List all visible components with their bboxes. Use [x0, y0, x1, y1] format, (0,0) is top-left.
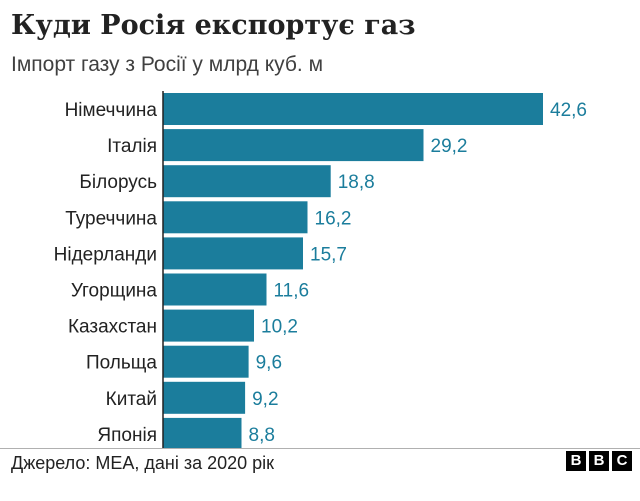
bbc-logo-letter-2: B: [589, 451, 609, 471]
footer-divider: [0, 448, 640, 449]
bar-2: [163, 129, 424, 162]
bar-7: [163, 309, 254, 342]
bar-10: [163, 417, 242, 448]
bar-6: [163, 273, 267, 306]
bar-3: [163, 165, 331, 198]
value-label-1: 42,6: [550, 100, 587, 121]
value-label-3: 18,8: [338, 172, 375, 193]
bbc-logo-letter-3: C: [612, 451, 632, 471]
chart-title: Куди Росія експортує газ: [11, 10, 416, 41]
bar-5: [163, 237, 303, 270]
value-label-9: 9,2: [252, 389, 278, 410]
bbc-logo: B B C: [566, 451, 632, 474]
bar-9: [163, 381, 246, 414]
bar-4: [163, 201, 308, 234]
category-label-8: Польща: [86, 353, 157, 374]
value-label-4: 16,2: [315, 208, 352, 229]
bar-8: [163, 345, 249, 378]
value-label-7: 10,2: [261, 317, 298, 338]
category-label-4: Туреччина: [65, 208, 157, 229]
category-label-6: Угорщина: [71, 281, 158, 302]
category-label-2: Італія: [107, 136, 157, 157]
value-label-6: 11,6: [274, 281, 310, 302]
chart-subtitle: Імпорт газу з Росії у млрд куб. м: [11, 53, 324, 76]
value-label-8: 9,6: [256, 353, 282, 374]
category-label-7: Казахстан: [68, 317, 157, 338]
category-label-5: Нідерланди: [54, 244, 157, 265]
value-label-5: 15,7: [310, 244, 347, 265]
category-label-1: Німеччина: [65, 100, 158, 121]
category-label-9: Китай: [106, 389, 157, 410]
category-label-3: Білорусь: [79, 172, 157, 193]
bar-chart: Німеччина 42,6 Італія 29,2 Білорусь 18,8 Туреч…: [54, 91, 587, 448]
value-label-2: 29,2: [431, 136, 468, 157]
source-note: Джерело: МЕА, дані за 2020 рік: [11, 453, 275, 473]
bbc-logo-letter-1: B: [566, 451, 586, 471]
category-label-10: Японія: [97, 425, 157, 446]
value-label-10: 8,8: [249, 425, 275, 446]
bar-1: [163, 93, 543, 125]
